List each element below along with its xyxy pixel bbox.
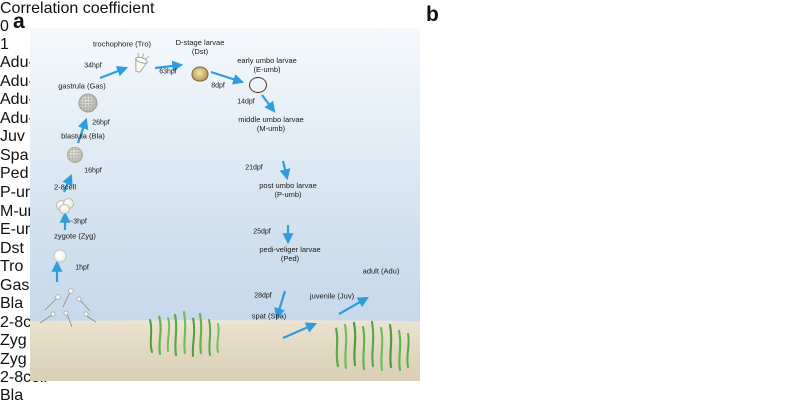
- heatmap-row-label-Gas: Gas: [0, 276, 30, 294]
- colorbar-title: Correlation coefficient: [0, 0, 155, 17]
- time-label-1hpf: 1hpf: [75, 264, 89, 272]
- time-label-34hpf: 34hpf: [84, 62, 102, 70]
- time-label-16hpf: 16hpf: [84, 167, 102, 175]
- colorbar-max-label: 1: [0, 36, 9, 53]
- blastula-icon: [67, 147, 83, 163]
- stage-label-trochophore: trochophore (Tro): [92, 39, 152, 49]
- stage-label-spat: spat (Spa): [251, 311, 287, 321]
- heatmap-row-label-Spa: Spa: [0, 146, 29, 164]
- colorbar-min-label: 0: [0, 18, 9, 35]
- time-label-63hpf: 63hpf: [159, 68, 177, 76]
- heatmap-row-label-Bla: Bla: [0, 295, 24, 313]
- time-label-28dpf: 28dpf: [254, 292, 272, 300]
- time-label-26hpf: 26hpf: [92, 119, 110, 127]
- stage-label-blastula: blastula (Bla): [61, 131, 105, 141]
- stage-label-2-8cell: 2-8cell: [53, 182, 77, 192]
- stage-label-zygote: zygote (Zyg): [54, 231, 96, 241]
- time-label-3hpf: ~3hpf: [69, 218, 87, 226]
- seagrass-left: [149, 310, 220, 357]
- stage-label-pedi-veliger: pedi-veliger larvae (Ped): [259, 245, 321, 263]
- zygote-icon: [53, 249, 67, 263]
- panel-a-lifecycle-diagram: zygote (Zyg) 2-8cell blastula (Bla) gast…: [30, 28, 420, 381]
- stage-label-early-umbo: early umbo larvae (E-umb): [237, 56, 297, 74]
- panel-a-letter: a: [13, 10, 25, 33]
- 2-8cell-icon: [56, 196, 74, 214]
- heatmap-col-labels: Zyg2-8cellBlaGasTroDstE-umbM-umbP-umbPed…: [0, 351, 799, 406]
- lifecycle-arrows: [51, 60, 369, 340]
- time-label-14dpf: 14dpf: [237, 98, 255, 106]
- stage-label-middle-umbo: middle umbo larvae (M-umb): [238, 115, 304, 133]
- heatmap-row-label-Ped: Ped: [0, 165, 29, 183]
- heatmap-row-label-Dst: Dst: [0, 239, 24, 257]
- stage-label-d-stage: D-stage larvae (Dst): [175, 38, 225, 56]
- heatmap-col-label-Bla: Bla: [0, 387, 24, 404]
- stage-label-post-umbo: post umbo larvae (P-umb): [259, 181, 317, 199]
- time-label-21dpf: 21dpf: [245, 164, 263, 172]
- panel-b-letter: b: [426, 3, 439, 26]
- stage-label-gastrula: gastrula (Gas): [58, 81, 106, 91]
- stage-label-juvenile: juvenile (Juv): [309, 291, 355, 301]
- heatmap-col-label-Zyg: Zyg: [0, 351, 27, 368]
- heatmap-row-label-Juv: Juv: [0, 128, 25, 146]
- sperm-icons: [39, 288, 97, 328]
- diagram-overlay: [39, 52, 410, 372]
- seagrass-right: [334, 320, 410, 372]
- early-umbo-larva-icon: [249, 77, 267, 93]
- time-label-8dpf: 8dpf: [211, 82, 225, 90]
- time-label-25dpf: 25dpf: [253, 228, 271, 236]
- trochophore-icon: [135, 52, 150, 73]
- d-stage-larva-icon: [191, 66, 209, 82]
- gastrula-icon: [78, 93, 98, 113]
- heatmap-row-label-Zyg: Zyg: [0, 332, 27, 350]
- heatmap-row-label-Tro: Tro: [0, 258, 24, 276]
- stage-label-adult: adult (Adu): [362, 266, 400, 276]
